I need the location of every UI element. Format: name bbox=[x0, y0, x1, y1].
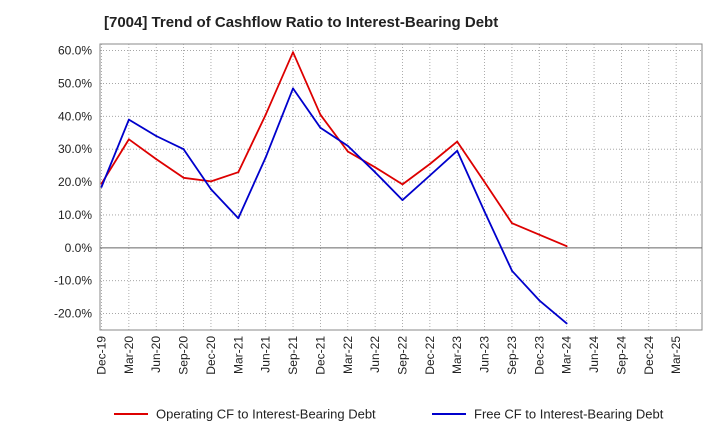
data-point bbox=[483, 210, 486, 213]
y-tick-label: 50.0% bbox=[58, 76, 92, 90]
data-point bbox=[346, 150, 349, 153]
data-point bbox=[511, 222, 513, 225]
data-point bbox=[182, 148, 185, 151]
data-point bbox=[374, 171, 377, 174]
data-point bbox=[155, 135, 158, 137]
legend-label-2: Free CF to Interest-Bearing Debt bbox=[474, 407, 664, 422]
x-tick-label: Sep-22 bbox=[396, 336, 410, 375]
data-point bbox=[210, 188, 212, 191]
y-tick-label: -10.0% bbox=[54, 274, 92, 288]
data-point bbox=[100, 186, 103, 188]
x-tick-label: Jun-22 bbox=[368, 336, 382, 373]
data-point bbox=[456, 149, 459, 152]
x-tick-label: Mar-22 bbox=[341, 336, 355, 374]
x-tick-label: Dec-22 bbox=[423, 336, 437, 375]
data-point bbox=[401, 183, 404, 186]
data-point bbox=[319, 126, 322, 129]
data-point bbox=[319, 113, 322, 116]
data-point bbox=[237, 217, 240, 220]
x-tick-label: Mar-20 bbox=[122, 336, 136, 374]
data-point bbox=[237, 171, 240, 174]
y-tick-label: 40.0% bbox=[58, 109, 92, 123]
data-point bbox=[210, 180, 212, 183]
data-point bbox=[565, 245, 568, 248]
data-point bbox=[127, 118, 130, 121]
data-point bbox=[127, 138, 130, 141]
x-tick-label: Dec-21 bbox=[313, 336, 327, 375]
y-tick-label: 10.0% bbox=[58, 208, 92, 222]
x-tick-label: Dec-20 bbox=[204, 336, 218, 375]
data-point bbox=[538, 299, 541, 302]
data-point bbox=[511, 269, 513, 272]
x-tick-label: Mar-23 bbox=[450, 336, 464, 374]
x-tick-label: Dec-19 bbox=[95, 336, 109, 375]
data-point bbox=[292, 87, 294, 90]
y-tick-label: -20.0% bbox=[54, 307, 92, 321]
data-point bbox=[346, 145, 349, 147]
plot-area bbox=[99, 43, 703, 331]
y-tick-label: 30.0% bbox=[58, 142, 92, 156]
x-tick-label: Dec-23 bbox=[532, 336, 546, 375]
data-point bbox=[264, 113, 267, 116]
x-tick-label: Sep-23 bbox=[505, 336, 519, 375]
x-tick-label: Mar-25 bbox=[669, 336, 683, 374]
x-tick-label: Jun-24 bbox=[587, 336, 601, 373]
data-point bbox=[428, 174, 431, 177]
data-point bbox=[401, 199, 404, 202]
x-tick-label: Jun-23 bbox=[478, 336, 492, 373]
x-tick-label: Jun-21 bbox=[259, 336, 273, 373]
x-tick-label: Sep-20 bbox=[177, 336, 191, 375]
x-tick-label: Sep-21 bbox=[286, 336, 300, 375]
data-point bbox=[374, 166, 377, 169]
data-point bbox=[483, 181, 486, 183]
data-point bbox=[538, 233, 541, 236]
data-point bbox=[565, 322, 568, 325]
data-point bbox=[292, 51, 294, 54]
data-point bbox=[428, 163, 431, 165]
x-tick-label: Mar-24 bbox=[560, 336, 574, 374]
data-point bbox=[182, 176, 185, 179]
y-tick-label: 20.0% bbox=[58, 175, 92, 189]
y-tick-label: 0.0% bbox=[65, 241, 93, 255]
y-tick-label: 60.0% bbox=[58, 44, 92, 58]
chart-title: [7004] Trend of Cashflow Ratio to Intere… bbox=[104, 14, 499, 31]
legend-label-1: Operating CF to Interest-Bearing Debt bbox=[156, 407, 376, 422]
data-point bbox=[264, 156, 267, 159]
x-tick-label: Jun-20 bbox=[149, 336, 163, 373]
series-line-1 bbox=[100, 51, 568, 248]
x-tick-label: Dec-24 bbox=[642, 336, 656, 375]
series-line-2 bbox=[100, 87, 568, 325]
x-tick-label: Sep-24 bbox=[614, 336, 628, 375]
data-point bbox=[456, 140, 459, 143]
data-point bbox=[155, 158, 158, 160]
x-tick-label: Mar-21 bbox=[231, 336, 245, 374]
